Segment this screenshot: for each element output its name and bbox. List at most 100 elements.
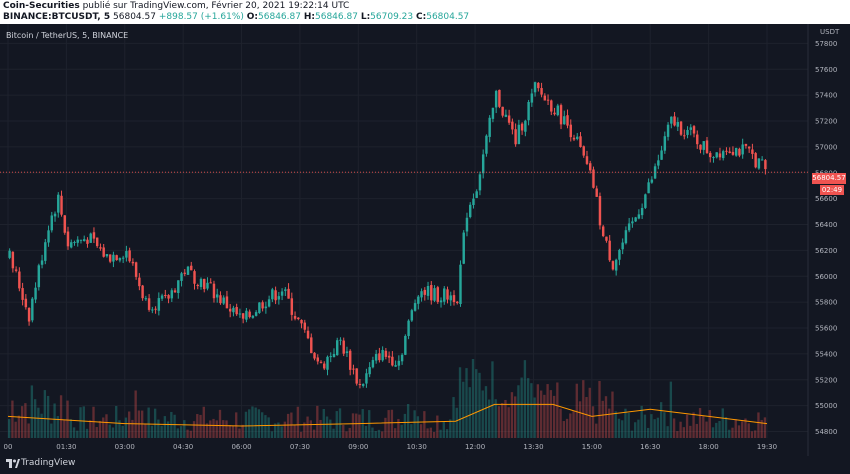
volume-bar: [368, 410, 371, 438]
volume-bar: [384, 417, 387, 438]
volume-bar: [676, 431, 679, 438]
candle-body: [731, 151, 735, 155]
volume-bar: [614, 411, 617, 438]
candle-body: [254, 312, 258, 316]
candle-body: [456, 301, 459, 304]
candle-body: [481, 154, 485, 174]
volume-bar: [147, 407, 150, 438]
volume-bar: [390, 409, 394, 438]
volume-bar: [131, 419, 134, 438]
candle-body: [514, 129, 517, 145]
volume-bar: [601, 400, 604, 438]
volume-bar: [196, 414, 199, 438]
candle-body: [472, 198, 475, 205]
volume-bar: [578, 401, 582, 438]
candle-body: [329, 356, 332, 358]
volume-bar: [231, 425, 235, 438]
symbol-label: Bitcoin / TetherUS, 5, BINANCE: [6, 31, 129, 40]
candle-body: [452, 295, 456, 303]
candle-body: [183, 272, 186, 274]
volume-bar: [183, 420, 186, 438]
volume-bar: [679, 421, 682, 438]
candle-body: [423, 289, 427, 295]
candle-body: [89, 233, 92, 243]
candle-body: [358, 384, 362, 386]
candle-body: [660, 150, 663, 160]
volume-bar: [416, 416, 420, 438]
volume-bar: [179, 426, 183, 438]
volume-bar: [608, 408, 611, 438]
candle-body: [391, 356, 394, 366]
volume-bar: [69, 419, 72, 438]
volume-bar: [364, 425, 368, 438]
candle-body: [173, 290, 177, 293]
candle-body: [384, 350, 388, 357]
volume-bar: [329, 419, 332, 438]
volume-bar: [630, 430, 634, 438]
volume-bar: [397, 418, 400, 438]
candle-body: [657, 160, 660, 166]
candle-body: [757, 158, 761, 169]
y-tick-label: 57400: [815, 92, 837, 100]
candle-body: [47, 230, 50, 243]
candle-body: [387, 355, 391, 358]
candle-body: [336, 340, 339, 356]
volume-bar: [209, 420, 212, 438]
volume-bar: [254, 407, 257, 438]
open-label: O:: [246, 12, 259, 22]
candle-body: [316, 357, 319, 362]
y-tick-label: 54800: [815, 428, 837, 436]
y-tick-label: 55000: [815, 402, 837, 410]
volume-bar: [637, 419, 640, 438]
candle-body: [18, 271, 21, 289]
candle-body: [507, 115, 511, 123]
volume-bar: [757, 412, 760, 438]
volume-bar: [118, 420, 121, 438]
author-name: Coin-Securities: [3, 1, 80, 11]
high-label: H:: [303, 12, 315, 22]
candle-body: [634, 217, 637, 222]
volume-bar: [157, 419, 160, 438]
candle-body: [99, 247, 102, 249]
volume-bar: [754, 430, 757, 438]
candle-body: [585, 156, 589, 164]
candle-body: [303, 322, 307, 330]
close-label: C:: [416, 12, 427, 22]
candle-body: [670, 116, 673, 124]
candle-body: [14, 269, 18, 271]
candle-body: [666, 124, 670, 137]
candle-body: [287, 288, 290, 299]
volume-bar: [85, 428, 89, 438]
candle-body: [95, 237, 99, 247]
candle-body: [141, 285, 144, 299]
volume-bar: [43, 390, 47, 438]
volume-bar: [319, 419, 322, 438]
candle-body: [60, 195, 63, 215]
candle-body: [40, 260, 44, 265]
candle-body: [378, 353, 381, 361]
volume-bar: [189, 430, 192, 438]
price-chart[interactable]: 5780057600574005720057000568005660056400…: [0, 24, 850, 456]
volume-bar: [497, 406, 501, 438]
volume-bar: [20, 406, 24, 438]
volume-bar: [728, 429, 731, 438]
volume-bar: [536, 384, 540, 438]
volume-bar: [737, 425, 741, 438]
volume-bar: [322, 408, 325, 438]
candle-body: [589, 163, 592, 171]
volume-bar: [442, 421, 445, 438]
candle-body: [647, 182, 650, 194]
candle-body: [559, 105, 563, 125]
candle-body: [348, 350, 352, 370]
volume-bar: [338, 408, 342, 438]
volume-bar: [715, 422, 718, 438]
candle-body: [592, 169, 595, 188]
candle-body: [167, 295, 170, 299]
volume-bar: [750, 431, 754, 438]
volume-bar: [108, 424, 111, 438]
volume-bar: [115, 405, 118, 438]
candle-body: [164, 294, 167, 296]
candle-body: [468, 204, 472, 218]
volume-bar: [659, 402, 663, 438]
volume-bar: [53, 403, 56, 438]
